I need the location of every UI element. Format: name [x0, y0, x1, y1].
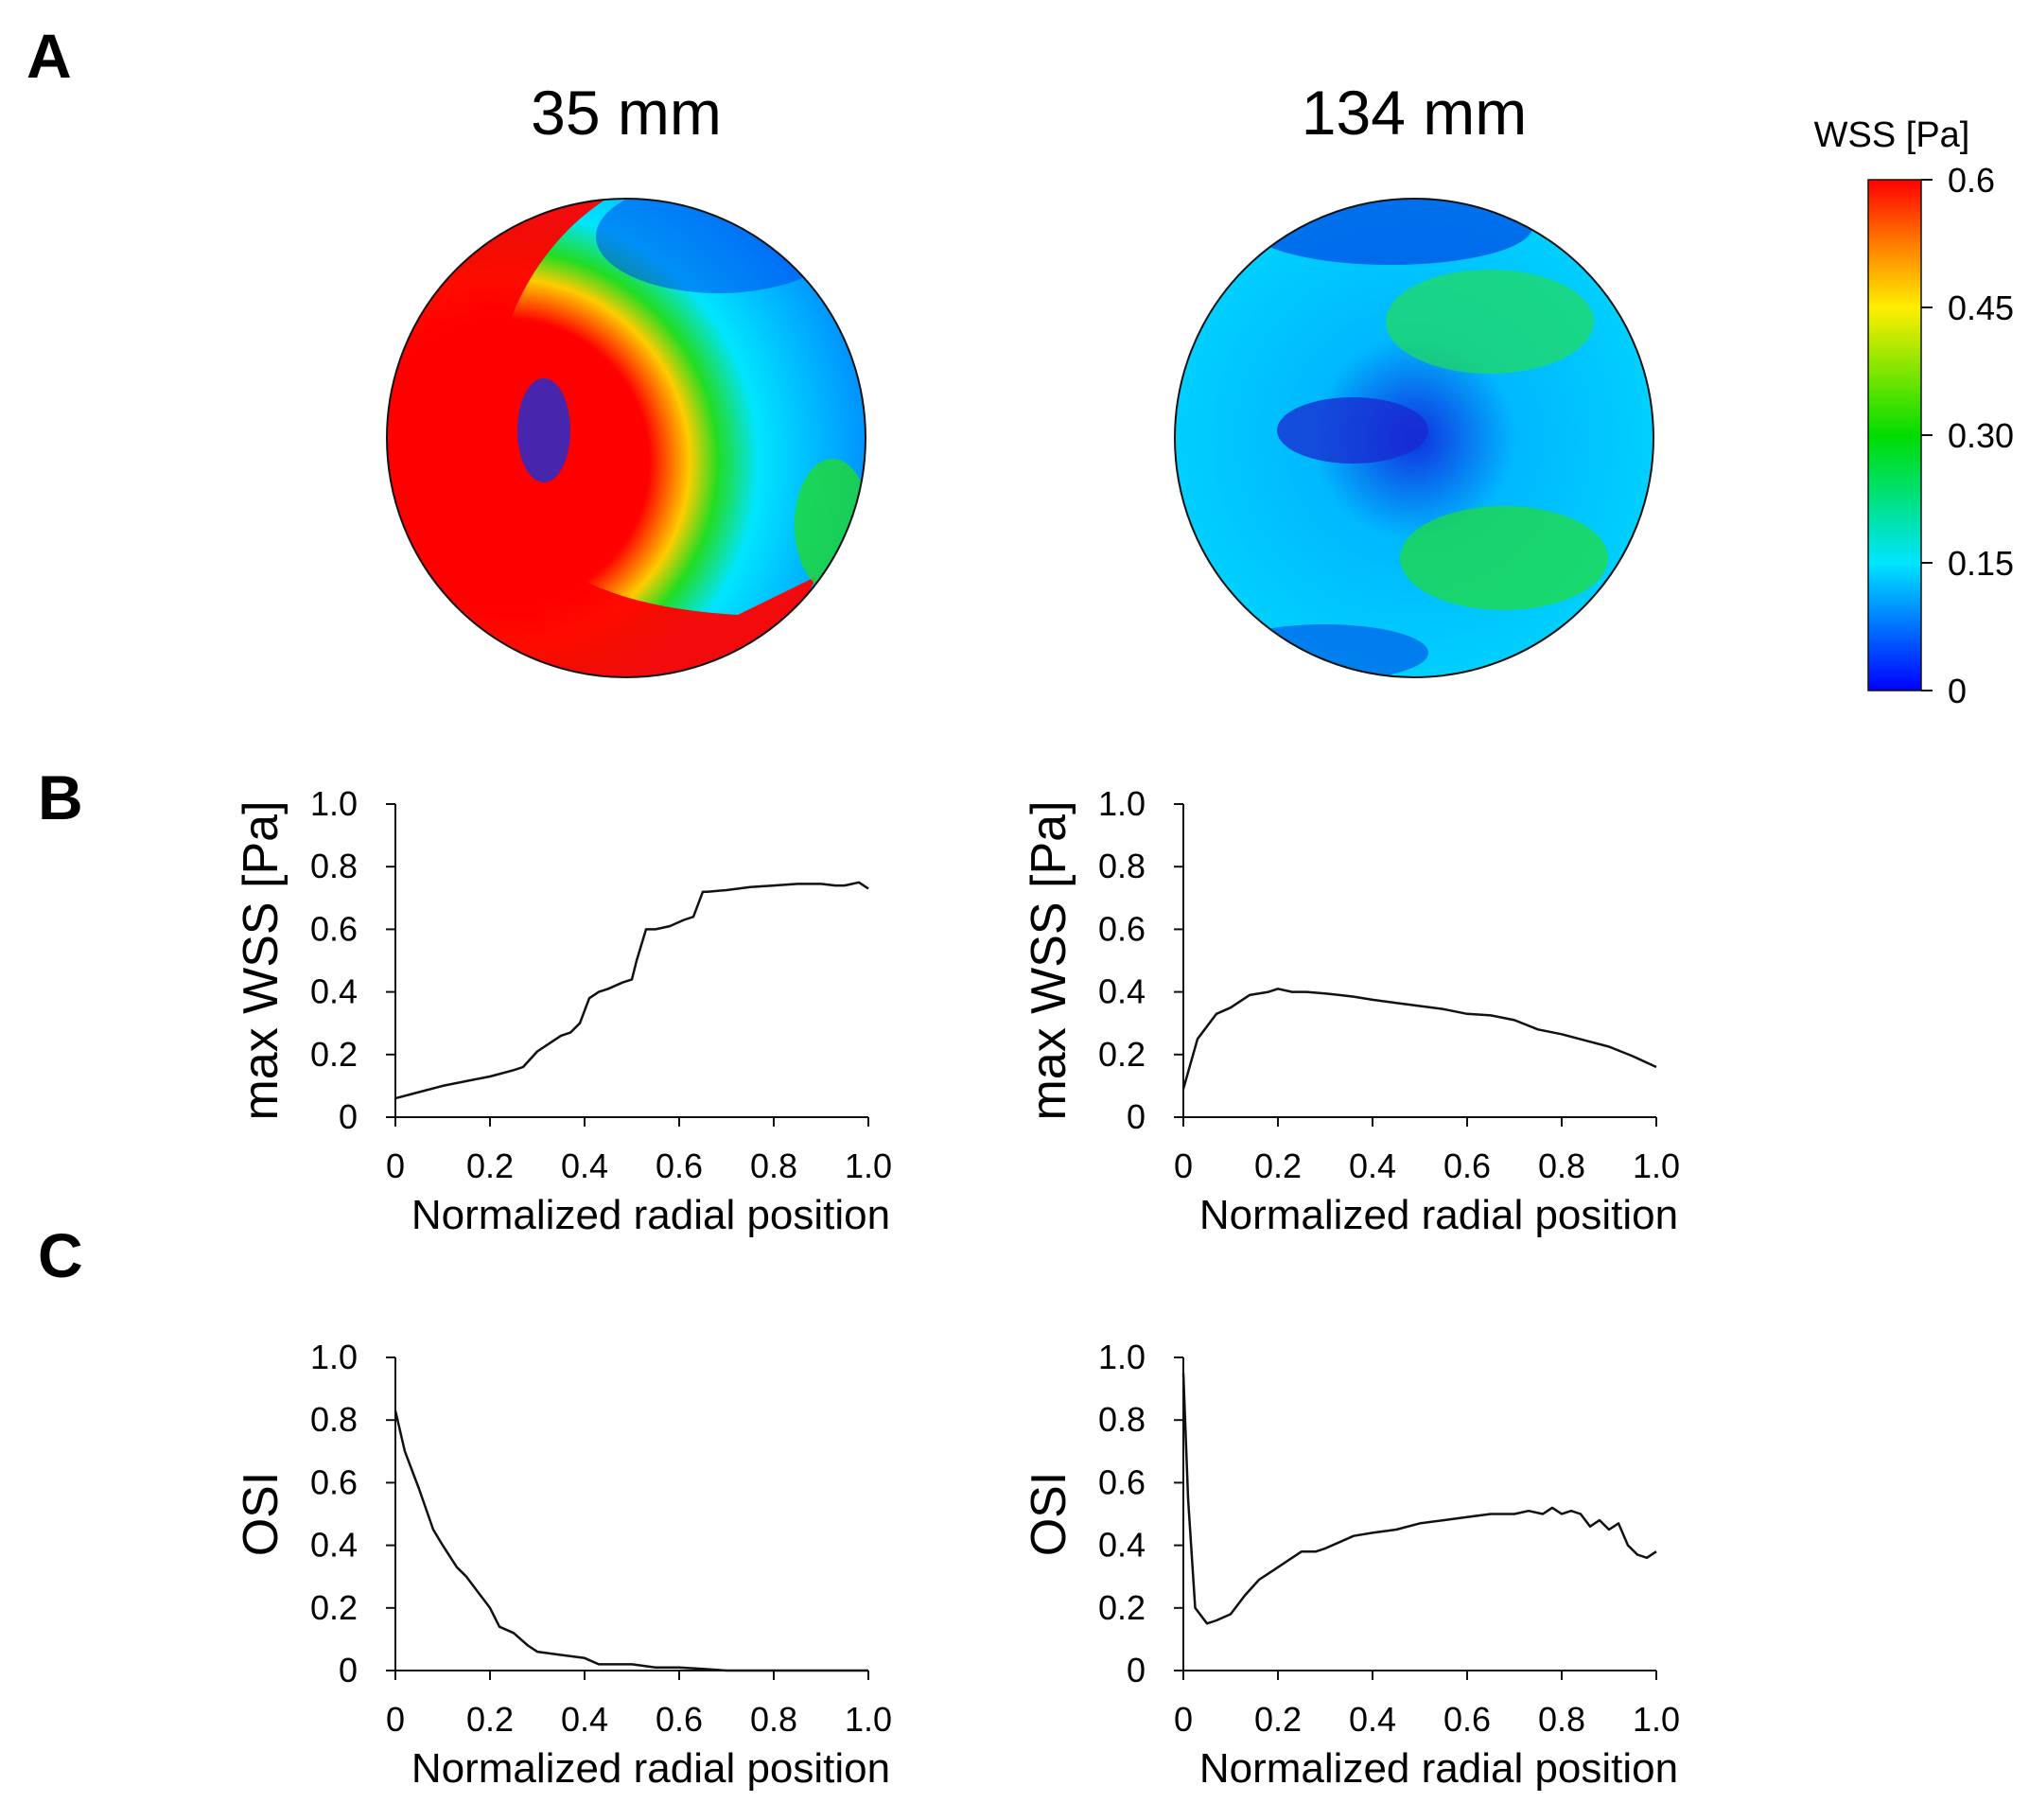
y-tick-label: 0.8: [1098, 847, 1146, 885]
colorbar-tick-label: 0.15: [1948, 544, 2014, 583]
x-tick-label: 0.8: [1538, 1700, 1585, 1739]
y-tick-label: 0.2: [1098, 1035, 1146, 1074]
map-left-top-blue: [596, 199, 842, 293]
x-tick-label: 0.4: [1349, 1146, 1396, 1185]
y-tick-label: 0.4: [1098, 1526, 1146, 1565]
y-tick-label: 0.4: [310, 1526, 358, 1565]
chart-osi-134mm: 0 0.2 0.4 0.6 0.8 1.0 0 0.2 0.4 0.6 0.8 1.0 Normaliz…: [1022, 1338, 1680, 1792]
y-tick-label: 0.6: [1098, 1462, 1146, 1501]
map-left-green-patch: [795, 459, 866, 591]
map-right-outline: [1174, 198, 1654, 678]
y-tick-label: 1.0: [310, 784, 358, 823]
y-tick-label: 0.6: [1098, 909, 1146, 948]
chart-max-wss-134mm: 0 0.2 0.4 0.6 0.8 1.0 0 0.2 0.4 0.6 0.8 1.0 Normaliz…: [1022, 784, 1680, 1238]
x-tick-label: 0.2: [1254, 1700, 1302, 1739]
colorbar-tick-label: 0.30: [1948, 416, 2014, 455]
x-tick-label: 1.0: [1633, 1700, 1680, 1739]
x-tick-label: 0.4: [1349, 1700, 1396, 1739]
colorbar-ramp: [1867, 179, 1922, 691]
x-axis-label: Normalized radial position: [1199, 1192, 1678, 1238]
y-axis-label: OSI: [234, 1472, 289, 1557]
x-tick-label: 1.0: [845, 1146, 892, 1185]
x-tick-label: 0.6: [1443, 1146, 1491, 1185]
x-tick-label: 0: [386, 1700, 405, 1739]
x-tick-label: 1.0: [845, 1700, 892, 1739]
map-right-green-top: [1386, 270, 1594, 374]
y-tick-label: 0: [339, 1097, 358, 1136]
x-tick-label: 0.2: [1254, 1146, 1302, 1185]
colorbar: WSS [Pa] 0.6 0.45 0.30 0.15 0: [1814, 115, 2014, 710]
y-axis-label: OSI: [1022, 1472, 1076, 1557]
series-line: [394, 881, 869, 1100]
y-axis-label: max WSS [Pa]: [1022, 800, 1076, 1120]
x-tick-label: 0.2: [466, 1700, 514, 1739]
y-tick-label: 1.0: [1098, 784, 1146, 823]
y-tick-label: 0.4: [1098, 972, 1146, 1011]
map-right-bottom-blue: [1220, 624, 1428, 677]
colorbar-title: WSS [Pa]: [1814, 115, 1970, 155]
y-tick-label: 0.2: [1098, 1588, 1146, 1627]
y-tick-label: 0.4: [310, 972, 358, 1011]
map-left-outline: [386, 198, 866, 678]
x-tick-label: 0.6: [656, 1700, 703, 1739]
y-tick-label: 0: [1127, 1651, 1146, 1689]
map-left-red-band: [387, 200, 815, 677]
map-title-right: 134 mm: [1302, 78, 1527, 148]
y-tick-label: 0.8: [1098, 1400, 1146, 1439]
x-tick-label: 0.6: [1443, 1700, 1491, 1739]
x-axis-label: Normalized radial position: [411, 1192, 890, 1238]
x-tick-label: 0.6: [656, 1146, 703, 1185]
x-tick-label: 0: [1174, 1700, 1193, 1739]
colorbar-tick-label: 0.6: [1948, 161, 1995, 200]
x-tick-label: 0.8: [750, 1700, 797, 1739]
map-right-dark-center: [1277, 397, 1428, 464]
x-tick-label: 0.4: [561, 1146, 608, 1185]
colorbar-tick-label: 0: [1948, 672, 1967, 710]
x-axis-label: Normalized radial position: [1199, 1745, 1678, 1792]
series-line: [394, 1410, 868, 1672]
x-tick-label: 0.4: [561, 1700, 608, 1739]
y-tick-label: 1.0: [1098, 1338, 1146, 1376]
x-tick-label: 0.8: [1538, 1146, 1585, 1185]
y-tick-label: 0.6: [310, 1462, 358, 1501]
panel-letter-b: B: [38, 762, 83, 832]
colorbar-tick-label: 0.45: [1948, 289, 2014, 327]
y-axis-label: max WSS [Pa]: [234, 800, 289, 1120]
series-line: [1181, 988, 1657, 1090]
y-tick-label: 0: [339, 1651, 358, 1689]
y-tick-label: 0.6: [310, 909, 358, 948]
wss-map-134mm: [1175, 199, 1653, 677]
chart-max-wss-35mm: 0 0.2 0.4 0.6 0.8 1.0 0 0.2 0.4 0.6 0.8 1.0 Normaliz…: [234, 784, 892, 1238]
x-tick-label: 0.2: [466, 1146, 514, 1185]
x-tick-label: 1.0: [1633, 1146, 1680, 1185]
y-tick-label: 0: [1127, 1097, 1146, 1136]
x-tick-label: 0.8: [750, 1146, 797, 1185]
series-line: [1181, 1373, 1657, 1625]
map-left-dark-spot: [517, 378, 570, 482]
y-tick-label: 0.2: [310, 1588, 358, 1627]
y-tick-label: 0.8: [310, 1400, 358, 1439]
x-tick-label: 0: [386, 1146, 405, 1185]
y-tick-label: 1.0: [310, 1338, 358, 1376]
panel-letter-a: A: [26, 21, 72, 91]
map-right-green-bottom: [1400, 506, 1608, 610]
panel-letter-c: C: [38, 1220, 83, 1290]
wss-map-35mm: [387, 199, 866, 677]
chart-osi-35mm: 0 0.2 0.4 0.6 0.8 1.0 0 0.2 0.4 0.6 0.8 1.0 Normaliz…: [234, 1338, 892, 1792]
map-title-left: 35 mm: [531, 78, 722, 148]
y-tick-label: 0.8: [310, 847, 358, 885]
x-tick-label: 0: [1174, 1146, 1193, 1185]
x-axis-label: Normalized radial position: [411, 1745, 890, 1792]
y-tick-label: 0.2: [310, 1035, 358, 1074]
